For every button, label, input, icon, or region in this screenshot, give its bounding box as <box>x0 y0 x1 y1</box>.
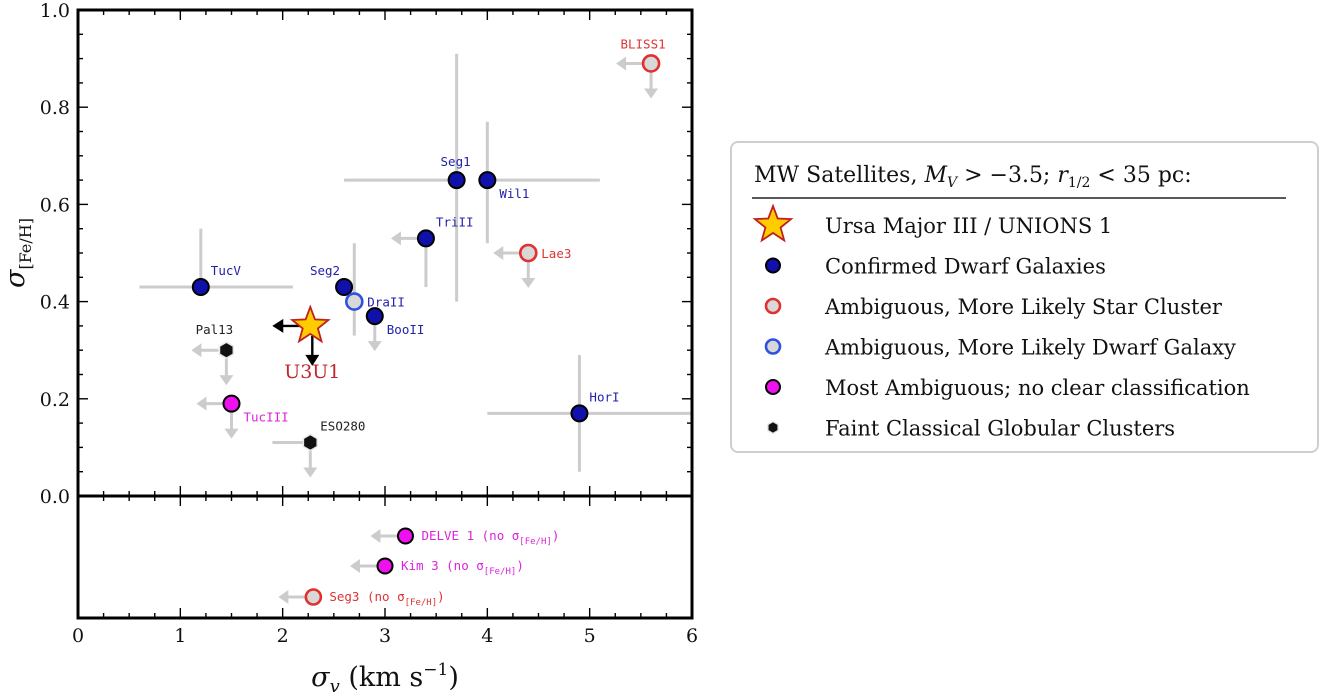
xlimit-arrow-triii <box>390 231 418 246</box>
legend-marker-ambiguous <box>765 379 781 395</box>
point-eso280 <box>302 433 318 452</box>
label-tucv: TucV <box>211 263 242 278</box>
legend-entry-label: Ambiguous, More Likely Star Cluster <box>824 295 1223 319</box>
point-wil1 <box>478 171 497 190</box>
label-seg1: Seg1 <box>441 154 471 169</box>
xlimit-arrow-lae3 <box>493 246 521 260</box>
ylimit-arrow-lae3 <box>521 261 536 288</box>
label-u3u1: U3U1 <box>284 361 340 383</box>
label-draii: DraII <box>367 295 405 310</box>
label-tuciii: TucIII <box>244 410 289 425</box>
y-tick-label: 0.4 <box>40 292 70 314</box>
y-tick-label: 0.0 <box>40 486 70 508</box>
legend-marker-globular <box>767 420 779 435</box>
xlimit-arrow-delve <box>370 529 398 543</box>
u3u1-ylimit-arrow <box>305 335 320 366</box>
y-tick-label: 0.2 <box>40 389 70 411</box>
point-seg1 <box>447 171 466 190</box>
label-wil1: Wil1 <box>499 186 529 201</box>
xlimit-arrow-bliss1 <box>616 56 644 71</box>
x-tick-label: 2 <box>277 625 289 647</box>
point-hori <box>570 404 589 423</box>
legend-entry-label: Ambiguous, More Likely Dwarf Galaxy <box>824 336 1236 360</box>
y-tick-label: 1.0 <box>40 0 70 22</box>
x-axis-label: σv (km s−1) <box>311 660 459 696</box>
ylimit-arrow-pal13 <box>219 358 234 386</box>
point-draii <box>344 292 364 311</box>
label-bliss1: BLISS1 <box>620 36 665 51</box>
label-delve: DELVE 1 (no σ[Fe/H]) <box>421 528 559 547</box>
ylimit-arrow-tuciii <box>224 411 239 439</box>
x-tick-label: 3 <box>379 625 391 647</box>
label-seg3: Seg3 (no σ[Fe/H]) <box>329 589 444 608</box>
point-tucv <box>191 278 210 297</box>
legend-entry-label: Faint Classical Globular Clusters <box>825 417 1175 441</box>
legend-frame <box>730 141 1319 453</box>
legend-entry-label: Confirmed Dwarf Galaxies <box>825 255 1106 279</box>
point-kim <box>376 557 394 575</box>
label-triii: TriII <box>436 214 474 229</box>
x-tick-label: 1 <box>174 625 186 647</box>
legend-title: MW Satellites, MV > −3.5; r1/2 < 35 pc: <box>754 163 1192 191</box>
point-triii <box>416 229 435 248</box>
point-delve <box>396 527 414 545</box>
x-tick-label: 6 <box>686 625 698 647</box>
x-tick-label: 0 <box>72 625 84 647</box>
x-tick-label: 5 <box>584 625 596 647</box>
xlimit-arrow-seg3 <box>278 590 306 604</box>
point-bliss1 <box>641 54 661 73</box>
legend-marker-star <box>752 203 794 243</box>
u3u1-xlimit-arrow <box>272 318 303 333</box>
point-seg3 <box>304 588 323 606</box>
label-lae3: Lae3 <box>541 246 571 261</box>
xlimit-arrow-tuciii <box>196 396 224 411</box>
x-tick-label: 4 <box>481 625 493 647</box>
main-panel-frame <box>76 8 694 498</box>
ylimit-arrow-booii <box>367 324 382 352</box>
y-axis-label: σ[Fe/H] <box>0 218 35 288</box>
ylimit-arrow-eso280 <box>303 450 318 478</box>
point-pal13 <box>218 341 235 360</box>
y-tick-label: 0.6 <box>40 194 70 216</box>
legend: MW Satellites, MV > −3.5; r1/2 < 35 pc: U… <box>730 141 1319 453</box>
legend-entry-label: Ursa Major III / UNIONS 1 <box>825 214 1112 238</box>
ylimit-arrow-bliss1 <box>644 71 659 99</box>
label-eso280: ESO280 <box>320 419 365 434</box>
label-pal13: Pal13 <box>196 322 234 337</box>
label-seg2: Seg2 <box>310 263 340 278</box>
legend-marker-confirmed <box>765 257 781 274</box>
point-booii <box>365 307 384 326</box>
xlimit-arrow-pal13 <box>191 343 219 358</box>
point-u3u1-star <box>289 304 331 344</box>
legend-marker-dwarf <box>764 338 782 355</box>
y-axis-label-group: σ[Fe/H] <box>0 218 35 288</box>
legend-entry-label: Most Ambiguous; no clear classification <box>825 376 1250 400</box>
legend-marker-star_cluster <box>764 297 782 315</box>
point-lae3 <box>518 243 538 263</box>
point-seg2 <box>335 278 354 297</box>
y-tick-label: 0.8 <box>40 97 70 119</box>
xlimit-arrow-kim <box>350 559 377 573</box>
label-hori: HorI <box>589 389 619 404</box>
label-kim: Kim 3 (no σ[Fe/H]) <box>401 558 524 577</box>
label-booii: BooII <box>387 322 425 337</box>
point-tuciii <box>222 394 241 413</box>
